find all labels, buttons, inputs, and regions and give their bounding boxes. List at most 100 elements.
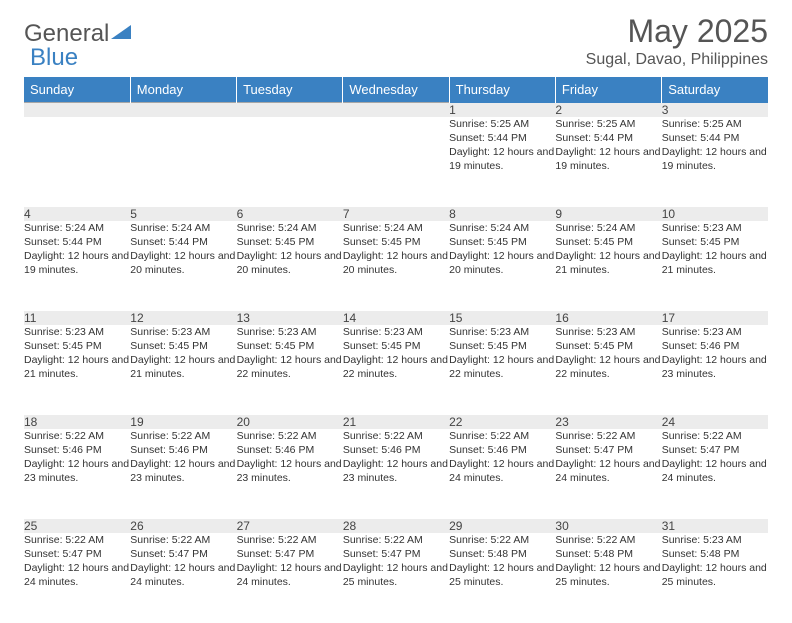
sunset-line: Sunset: 5:44 PM xyxy=(130,235,236,249)
daylight-line: Daylight: 12 hours and 22 minutes. xyxy=(237,353,343,381)
day-cell xyxy=(130,117,236,207)
daylight-line: Daylight: 12 hours and 21 minutes. xyxy=(130,353,236,381)
sunrise-line: Sunrise: 5:22 AM xyxy=(449,533,555,547)
daylight-line: Daylight: 12 hours and 25 minutes. xyxy=(343,561,449,589)
sunset-line: Sunset: 5:45 PM xyxy=(24,339,130,353)
day-cell: Sunrise: 5:22 AMSunset: 5:46 PMDaylight:… xyxy=(343,429,449,519)
sunset-line: Sunset: 5:44 PM xyxy=(555,131,661,145)
col-wednesday: Wednesday xyxy=(343,77,449,103)
week-content-row: Sunrise: 5:23 AMSunset: 5:45 PMDaylight:… xyxy=(24,325,768,415)
day-number: 12 xyxy=(130,311,236,325)
sunset-line: Sunset: 5:46 PM xyxy=(343,443,449,457)
col-tuesday: Tuesday xyxy=(237,77,343,103)
sunset-line: Sunset: 5:45 PM xyxy=(449,339,555,353)
daylight-line: Daylight: 12 hours and 25 minutes. xyxy=(449,561,555,589)
sunrise-line: Sunrise: 5:22 AM xyxy=(343,429,449,443)
day-cell: Sunrise: 5:23 AMSunset: 5:46 PMDaylight:… xyxy=(662,325,768,415)
logo-triangle-icon xyxy=(111,20,137,48)
day-number: 1 xyxy=(449,103,555,117)
sunrise-line: Sunrise: 5:23 AM xyxy=(449,325,555,339)
col-sunday: Sunday xyxy=(24,77,130,103)
calendar-page: General May 2025 Sugal, Davao, Philippin… xyxy=(0,0,792,612)
sunrise-line: Sunrise: 5:23 AM xyxy=(130,325,236,339)
daylight-line: Daylight: 12 hours and 24 minutes. xyxy=(24,561,130,589)
sunset-line: Sunset: 5:47 PM xyxy=(343,547,449,561)
sunrise-line: Sunrise: 5:23 AM xyxy=(24,325,130,339)
sunrise-line: Sunrise: 5:22 AM xyxy=(449,429,555,443)
day-number: 24 xyxy=(662,415,768,429)
daylight-line: Daylight: 12 hours and 19 minutes. xyxy=(662,145,768,173)
day-cell: Sunrise: 5:22 AMSunset: 5:47 PMDaylight:… xyxy=(237,533,343,623)
sunrise-line: Sunrise: 5:25 AM xyxy=(449,117,555,131)
day-number xyxy=(343,103,449,117)
day-number: 4 xyxy=(24,207,130,221)
day-cell xyxy=(343,117,449,207)
week-number-row: 45678910 xyxy=(24,207,768,221)
sunset-line: Sunset: 5:48 PM xyxy=(449,547,555,561)
daylight-line: Daylight: 12 hours and 21 minutes. xyxy=(24,353,130,381)
week-content-row: Sunrise: 5:22 AMSunset: 5:46 PMDaylight:… xyxy=(24,429,768,519)
day-number: 17 xyxy=(662,311,768,325)
daylight-line: Daylight: 12 hours and 21 minutes. xyxy=(555,249,661,277)
daylight-line: Daylight: 12 hours and 23 minutes. xyxy=(343,457,449,485)
sunset-line: Sunset: 5:47 PM xyxy=(24,547,130,561)
sunrise-line: Sunrise: 5:22 AM xyxy=(130,429,236,443)
sunrise-line: Sunrise: 5:22 AM xyxy=(24,429,130,443)
day-cell xyxy=(24,117,130,207)
sunrise-line: Sunrise: 5:22 AM xyxy=(555,429,661,443)
day-cell: Sunrise: 5:25 AMSunset: 5:44 PMDaylight:… xyxy=(662,117,768,207)
sunrise-line: Sunrise: 5:23 AM xyxy=(662,325,768,339)
sunrise-line: Sunrise: 5:24 AM xyxy=(130,221,236,235)
daylight-line: Daylight: 12 hours and 24 minutes. xyxy=(555,457,661,485)
daylight-line: Daylight: 12 hours and 20 minutes. xyxy=(449,249,555,277)
location-text: Sugal, Davao, Philippines xyxy=(586,51,768,69)
week-content-row: Sunrise: 5:25 AMSunset: 5:44 PMDaylight:… xyxy=(24,117,768,207)
sunset-line: Sunset: 5:45 PM xyxy=(449,235,555,249)
daylight-line: Daylight: 12 hours and 24 minutes. xyxy=(130,561,236,589)
daylight-line: Daylight: 12 hours and 23 minutes. xyxy=(237,457,343,485)
page-title: May 2025 xyxy=(586,14,768,49)
day-cell: Sunrise: 5:23 AMSunset: 5:45 PMDaylight:… xyxy=(24,325,130,415)
day-cell: Sunrise: 5:24 AMSunset: 5:44 PMDaylight:… xyxy=(130,221,236,311)
day-number: 21 xyxy=(343,415,449,429)
day-number: 10 xyxy=(662,207,768,221)
day-cell: Sunrise: 5:23 AMSunset: 5:45 PMDaylight:… xyxy=(449,325,555,415)
day-number: 9 xyxy=(555,207,661,221)
sunset-line: Sunset: 5:46 PM xyxy=(662,339,768,353)
day-number: 26 xyxy=(130,519,236,533)
sunrise-line: Sunrise: 5:23 AM xyxy=(555,325,661,339)
day-cell: Sunrise: 5:24 AMSunset: 5:45 PMDaylight:… xyxy=(555,221,661,311)
day-cell: Sunrise: 5:23 AMSunset: 5:45 PMDaylight:… xyxy=(343,325,449,415)
logo: General xyxy=(24,14,137,48)
sunset-line: Sunset: 5:45 PM xyxy=(130,339,236,353)
sunset-line: Sunset: 5:47 PM xyxy=(555,443,661,457)
sunrise-line: Sunrise: 5:22 AM xyxy=(237,429,343,443)
sunrise-line: Sunrise: 5:24 AM xyxy=(343,221,449,235)
day-number: 22 xyxy=(449,415,555,429)
daylight-line: Daylight: 12 hours and 24 minutes. xyxy=(449,457,555,485)
sunset-line: Sunset: 5:44 PM xyxy=(24,235,130,249)
day-cell: Sunrise: 5:22 AMSunset: 5:47 PMDaylight:… xyxy=(662,429,768,519)
daylight-line: Daylight: 12 hours and 24 minutes. xyxy=(237,561,343,589)
day-number: 2 xyxy=(555,103,661,117)
day-number: 18 xyxy=(24,415,130,429)
day-number: 29 xyxy=(449,519,555,533)
sunset-line: Sunset: 5:48 PM xyxy=(555,547,661,561)
day-number: 14 xyxy=(343,311,449,325)
day-number xyxy=(237,103,343,117)
day-cell: Sunrise: 5:22 AMSunset: 5:46 PMDaylight:… xyxy=(237,429,343,519)
sunrise-line: Sunrise: 5:25 AM xyxy=(662,117,768,131)
daylight-line: Daylight: 12 hours and 25 minutes. xyxy=(662,561,768,589)
day-cell: Sunrise: 5:23 AMSunset: 5:45 PMDaylight:… xyxy=(237,325,343,415)
day-number: 6 xyxy=(237,207,343,221)
week-number-row: 18192021222324 xyxy=(24,415,768,429)
calendar-body: 123Sunrise: 5:25 AMSunset: 5:44 PMDaylig… xyxy=(24,103,768,623)
day-cell: Sunrise: 5:25 AMSunset: 5:44 PMDaylight:… xyxy=(449,117,555,207)
daylight-line: Daylight: 12 hours and 19 minutes. xyxy=(24,249,130,277)
sunrise-line: Sunrise: 5:22 AM xyxy=(237,533,343,547)
day-cell: Sunrise: 5:22 AMSunset: 5:47 PMDaylight:… xyxy=(343,533,449,623)
col-monday: Monday xyxy=(130,77,236,103)
daylight-line: Daylight: 12 hours and 22 minutes. xyxy=(343,353,449,381)
day-cell: Sunrise: 5:25 AMSunset: 5:44 PMDaylight:… xyxy=(555,117,661,207)
sunset-line: Sunset: 5:48 PM xyxy=(662,547,768,561)
